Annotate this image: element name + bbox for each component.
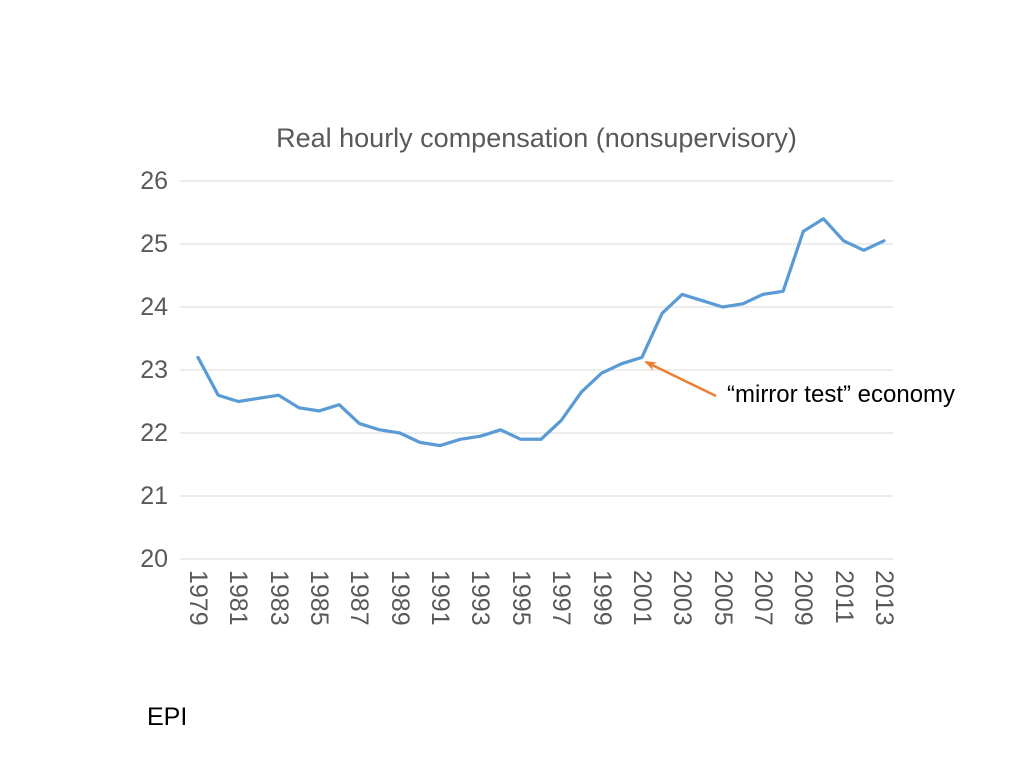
chart-title: Real hourly compensation (nonsupervisory… [276,123,797,153]
x-tick-label: 2011 [829,570,858,624]
x-tick-label: 2009 [789,570,818,626]
x-tick-label: 2007 [748,570,777,626]
x-tick-label: 1979 [184,570,212,626]
x-tick-label: 1989 [385,570,414,626]
y-tick-label: 23 [140,356,168,384]
x-tick-label: 2013 [870,570,898,626]
gridlines [180,180,893,560]
x-tick-label: 2005 [708,570,737,626]
y-tick-label: 25 [140,230,168,258]
line-chart-plot [180,180,893,560]
x-tick-label: 2001 [627,570,656,626]
x-tick-label: 1987 [345,570,374,626]
x-tick-label: 2003 [668,570,697,626]
annotation-arrow-icon [644,360,717,398]
x-tick-label: 1993 [466,570,495,626]
x-tick-label: 1981 [224,570,253,626]
compensation-line-series [196,217,886,448]
chart-annotation: “mirror test” economy [727,381,956,408]
y-tick-label: 24 [140,293,168,321]
x-tick-label: 1991 [426,570,455,626]
x-tick-label: 1995 [506,570,535,626]
source-label: EPI [147,703,188,731]
x-tick-label: 1997 [547,570,576,626]
y-tick-label: 21 [140,482,168,510]
y-tick-label: 20 [140,545,168,573]
y-tick-label: 26 [140,167,168,195]
x-tick-label: 1985 [305,570,334,626]
y-tick-label: 22 [140,419,168,447]
x-tick-label: 1983 [264,570,293,626]
x-tick-label: 1999 [587,570,616,626]
